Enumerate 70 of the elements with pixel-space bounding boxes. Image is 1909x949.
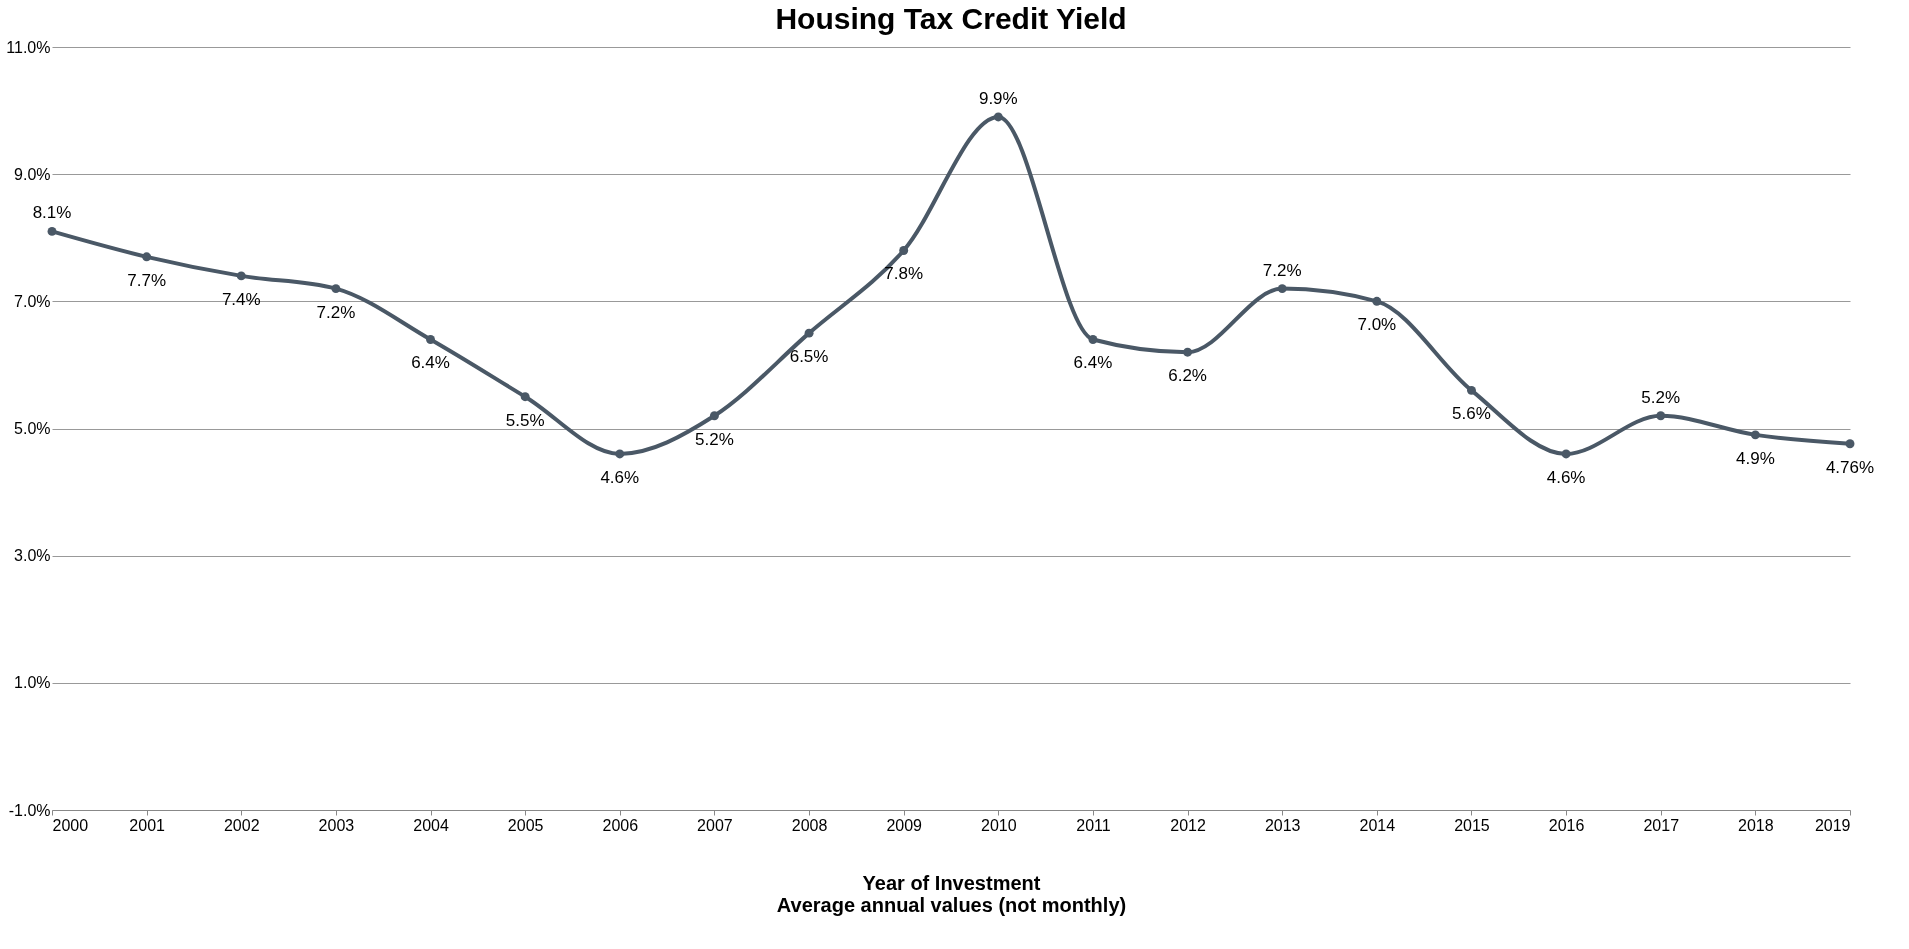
text: 7.0%	[1357, 315, 1397, 335]
x-tick-label: 2014	[1359, 816, 1396, 834]
text: 7.7%	[127, 270, 167, 290]
point	[804, 328, 814, 338]
x-tick-label: 2019	[1814, 816, 1851, 834]
x-tick-label: 2002	[223, 816, 260, 834]
x-tick-label: 2000	[52, 816, 89, 834]
point	[709, 411, 719, 421]
x-tick-label: 2004	[413, 816, 449, 834]
text: 8.1%	[32, 203, 72, 223]
text: 6.4%	[1073, 353, 1113, 373]
point	[1088, 335, 1098, 344]
x-tick-label: 2017	[1643, 816, 1680, 834]
text: 7.2%	[1262, 260, 1302, 280]
point	[1183, 347, 1193, 357]
point	[1845, 439, 1855, 449]
text: 4.76%	[1825, 457, 1875, 477]
text: 5.2%	[695, 429, 734, 449]
point	[426, 335, 435, 344]
text: 4.6%	[1546, 467, 1586, 487]
point	[993, 112, 1003, 122]
text: 9.9%	[978, 88, 1018, 108]
x-tick-label: 2007	[697, 816, 733, 834]
point	[1277, 284, 1287, 294]
x-tick-label: 2009	[886, 816, 923, 834]
chart-title: Housing Tax Credit Yield	[775, 2, 1127, 35]
text: 4.6%	[600, 467, 640, 487]
x-tick-label: 2005	[507, 816, 544, 834]
y-tick-label: 3.0%	[14, 547, 51, 565]
point	[331, 284, 341, 294]
point	[1750, 430, 1760, 440]
text: 5.5%	[505, 410, 545, 430]
text: 7.4%	[221, 289, 261, 309]
x-tick-label: 2013	[1264, 816, 1301, 834]
y-tick-label: 9.0%	[14, 165, 51, 183]
point	[1656, 411, 1666, 421]
x-tick-label: 2008	[791, 816, 828, 834]
text: 7.2%	[316, 302, 356, 322]
point	[1372, 296, 1382, 306]
x-tick-label: 2006	[602, 816, 639, 834]
x-tick-label: 2001	[129, 816, 166, 834]
point	[899, 246, 909, 255]
y-tick-label: 1.0%	[14, 674, 51, 692]
y-tick-label: 11.0%	[6, 38, 51, 56]
text: 6.4%	[411, 353, 450, 373]
x-axis-title: Year of Investment	[862, 871, 1041, 894]
point	[142, 252, 152, 262]
x-tick-label: 2016	[1548, 816, 1585, 834]
point	[520, 392, 530, 402]
x-tick-label: 2003	[318, 816, 355, 834]
y-tick-label: 7.0%	[14, 292, 51, 310]
y-tick-label: 5.0%	[14, 420, 51, 437]
text: 5.6%	[1452, 404, 1491, 424]
text: 4.9%	[1735, 448, 1775, 468]
point	[615, 449, 625, 459]
x-tick-label: 2018	[1738, 816, 1774, 834]
text: 5.2%	[1641, 387, 1681, 407]
x-tick-label: 2012	[1170, 816, 1206, 834]
text: Average annual values (not monthly)	[776, 893, 1127, 916]
point	[1467, 385, 1476, 395]
point	[236, 271, 246, 281]
text: 6.2%	[1168, 366, 1207, 386]
text: 6.5%	[789, 347, 829, 367]
point	[1561, 449, 1571, 459]
point	[47, 226, 57, 236]
text: 7.8%	[884, 264, 924, 284]
x-tick-label: 2010	[981, 816, 1017, 834]
x-tick-label: 2011	[1076, 816, 1111, 834]
x-tick-label: 2015	[1454, 816, 1490, 834]
y-tick-label: -1.0%	[8, 801, 51, 819]
